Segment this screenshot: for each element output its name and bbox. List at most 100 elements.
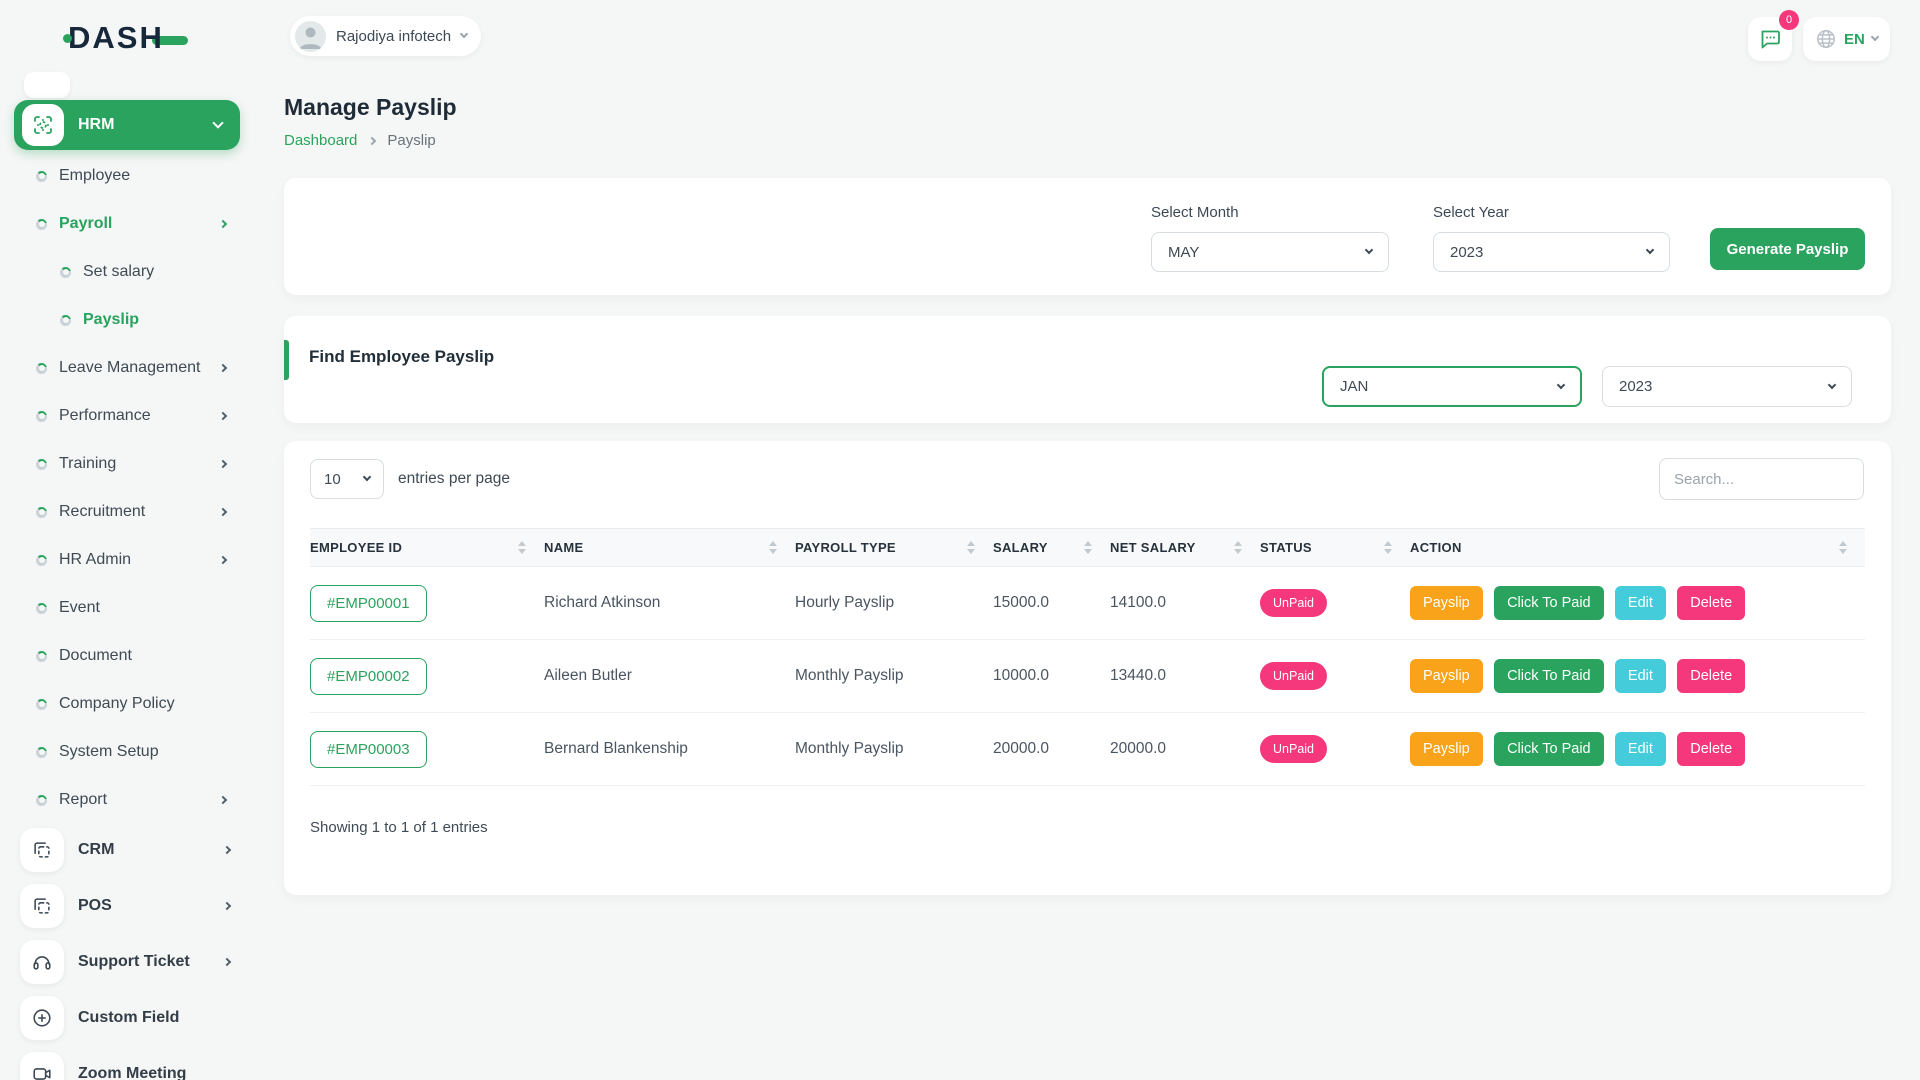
chevron-down-icon [1556, 380, 1566, 389]
copy-icon [20, 828, 64, 872]
brand-logo[interactable]: DASH [63, 20, 188, 56]
table-row: #EMP00003 Bernard Blankenship Monthly Pa… [310, 712, 1865, 786]
net-salary: 14100.0 [1110, 566, 1260, 640]
sidebar-item-employee[interactable]: Employee [14, 152, 240, 200]
click-to-paid-button[interactable]: Click To Paid [1494, 659, 1604, 693]
table-footer-summary: Showing 1 to 1 of 1 entries [310, 819, 488, 836]
globe-icon [1817, 30, 1835, 48]
find-year-value: 2023 [1619, 378, 1653, 395]
sidebar-item-event[interactable]: Event [14, 584, 240, 632]
edit-button[interactable]: Edit [1614, 732, 1666, 766]
company-name: Rajodiya infotech [336, 27, 452, 45]
year-select-value: 2023 [1450, 243, 1484, 261]
sidebar-module-hrm[interactable]: HRM [14, 100, 240, 150]
employee-id-chip[interactable]: #EMP00002 [310, 657, 427, 695]
breadcrumb-dashboard-link[interactable]: Dashboard [284, 132, 358, 149]
generate-payslip-button[interactable]: Generate Payslip [1710, 228, 1865, 270]
sort-icon[interactable] [1839, 541, 1847, 554]
sort-icon[interactable] [1384, 541, 1392, 554]
edit-button[interactable]: Edit [1614, 659, 1666, 693]
column-header-net-salary: NET SALARY [1110, 540, 1196, 555]
entries-per-page-value: 10 [324, 470, 341, 488]
status-badge: UnPaid [1260, 735, 1327, 763]
find-month-select[interactable]: JAN [1322, 366, 1582, 407]
status-badge: UnPaid [1260, 662, 1327, 690]
employee-name: Richard Atkinson [544, 566, 795, 640]
payslip-button[interactable]: Payslip [1410, 659, 1483, 693]
search-input[interactable] [1659, 458, 1864, 500]
table-header-row: EMPLOYEE ID NAME PAYROLL TYPE SALARY NET… [310, 528, 1865, 567]
bullet-icon [36, 170, 47, 182]
bullet-icon [36, 458, 47, 470]
delete-button[interactable]: Delete [1677, 659, 1746, 693]
sidebar-item-document[interactable]: Document [14, 632, 240, 680]
sidebar-item-payslip[interactable]: Payslip [14, 296, 240, 344]
find-payslip-card: Find Employee Payslip JAN 2023 [284, 316, 1891, 423]
sidebar-item-leave-management[interactable]: Leave Management [14, 344, 240, 392]
click-to-paid-button[interactable]: Click To Paid [1494, 586, 1604, 620]
select-month-label: Select Month [1151, 204, 1239, 221]
accent-bar [284, 340, 289, 380]
sidebar-module-crm[interactable]: CRM [14, 822, 246, 878]
bullet-icon [36, 794, 47, 806]
payroll-type: Hourly Payslip [795, 566, 993, 640]
sidebar-item-hr-admin[interactable]: HR Admin [14, 536, 240, 584]
sort-icon[interactable] [1084, 541, 1092, 554]
company-selector[interactable]: Rajodiya infotech [290, 16, 482, 56]
click-to-paid-button[interactable]: Click To Paid [1494, 732, 1604, 766]
chevron-right-icon [218, 555, 228, 565]
sidebar-item-label: Performance [59, 407, 151, 424]
sidebar-item-report[interactable]: Report [14, 776, 240, 824]
sidebar-item-training[interactable]: Training [14, 440, 240, 488]
chevron-right-icon [368, 136, 377, 145]
bullet-icon [36, 218, 47, 230]
payslip-table: EMPLOYEE ID NAME PAYROLL TYPE SALARY NET… [310, 528, 1865, 786]
sort-icon[interactable] [769, 541, 777, 554]
entries-per-page-select[interactable]: 10 [310, 459, 384, 499]
employee-id-chip[interactable]: #EMP00001 [310, 584, 427, 622]
sidebar-module-label: POS [78, 897, 112, 914]
sort-icon[interactable] [967, 541, 975, 554]
month-select[interactable]: MAY [1151, 232, 1389, 272]
sidebar-item-set-salary[interactable]: Set salary [14, 248, 240, 296]
delete-button[interactable]: Delete [1677, 732, 1746, 766]
sidebar-module-zoom-meeting[interactable]: Zoom Meeting [14, 1046, 246, 1080]
chevron-down-icon [362, 472, 372, 482]
sort-icon[interactable] [1234, 541, 1242, 554]
payslip-button[interactable]: Payslip [1410, 732, 1483, 766]
column-header-action: ACTION [1410, 540, 1462, 555]
hrm-icon [22, 104, 64, 146]
year-select[interactable]: 2023 [1433, 232, 1670, 272]
sidebar-item-recruitment[interactable]: Recruitment [14, 488, 240, 536]
message-count-badge: 0 [1779, 10, 1799, 30]
breadcrumb: Dashboard Payslip [284, 132, 436, 149]
chevron-right-icon [218, 411, 228, 421]
payslip-button[interactable]: Payslip [1410, 586, 1483, 620]
language-code: EN [1844, 30, 1865, 48]
video-camera-icon [20, 1052, 64, 1080]
sidebar-item-company-policy[interactable]: Company Policy [14, 680, 240, 728]
sidebar-item-label: Report [59, 791, 108, 808]
bullet-icon [60, 266, 71, 278]
find-year-select[interactable]: 2023 [1602, 366, 1852, 407]
sidebar-module-support-ticket[interactable]: Support Ticket [14, 934, 246, 990]
logo-dash-bar [151, 35, 188, 45]
sidebar-item-system-setup[interactable]: System Setup [14, 728, 240, 776]
salary: 15000.0 [993, 566, 1110, 640]
language-selector[interactable]: EN [1803, 17, 1890, 61]
sidebar-item-performance[interactable]: Performance [14, 392, 240, 440]
sidebar-module-custom-field[interactable]: Custom Field [14, 990, 246, 1046]
plus-circle-icon [20, 996, 64, 1040]
payroll-type: Monthly Payslip [795, 639, 993, 713]
brand-logo-text: DASH [63, 20, 164, 56]
employee-id-chip[interactable]: #EMP00003 [310, 730, 427, 768]
sort-icon[interactable] [518, 541, 526, 554]
bullet-icon [36, 650, 47, 662]
generate-payslip-card: Select Month MAY Select Year 2023 Genera… [284, 178, 1891, 295]
entries-per-page-label: entries per page [398, 470, 511, 487]
sidebar-module-pos[interactable]: POS [14, 878, 246, 934]
messages-button[interactable]: 0 [1748, 10, 1799, 61]
sidebar-item-payroll[interactable]: Payroll [14, 200, 240, 248]
edit-button[interactable]: Edit [1614, 586, 1666, 620]
delete-button[interactable]: Delete [1677, 586, 1746, 620]
